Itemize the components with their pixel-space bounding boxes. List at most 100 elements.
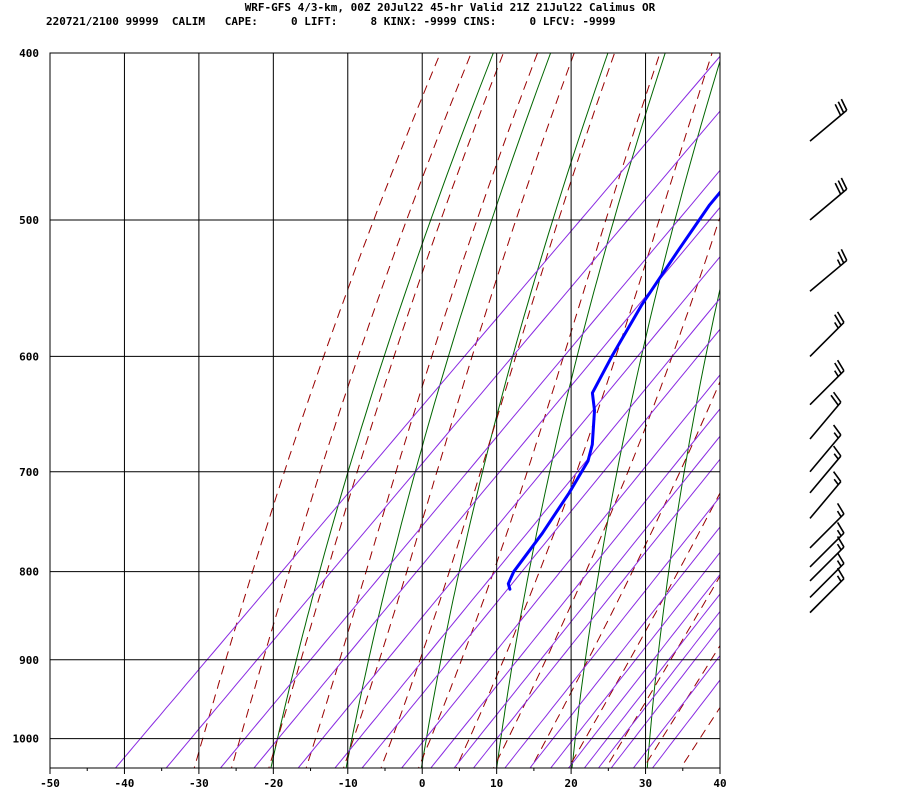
x-tick-labels: -50 -40 -30 -20 -10 0 10 20 30 40 [40,777,727,790]
mixing-ratio-line [165,110,720,768]
moist-adiabat-line [380,53,616,768]
barb-flag [836,311,845,323]
barb-flag [834,182,842,195]
barb-flag [836,522,845,534]
mixing-ratio-line [597,610,720,768]
barb-half-flag [834,370,839,377]
wind-barb [809,424,842,473]
barb-flag [840,98,848,111]
mixing-ratio-line [430,408,720,768]
header-line-2: 220721/2100 99999 CALIM CAPE: 0 LIFT: 8 … [46,15,616,28]
wind-barb [809,98,848,142]
x-tick-label: 30 [639,777,652,790]
wind-barb [809,391,842,440]
barb-staff [809,401,842,440]
mixing-ratio-line [219,169,720,768]
mixing-ratio-line [610,626,720,768]
moist-adiabat-line [455,53,713,768]
dry-adiabat-line [798,15,900,776]
x-tick-label: 0 [419,777,426,790]
barb-half-flag [833,478,839,486]
x-tick-label: 40 [713,777,726,790]
moist-adiabat-line [642,644,720,768]
barb-flag [836,536,845,548]
barb-staff [809,455,842,494]
header-line-1: WRF-GFS 4/3-km, 00Z 20Jul22 45-hr Valid … [244,1,656,14]
barb-half-flag [836,560,842,567]
moist-adiabat-line [305,53,539,768]
wind-barb [809,471,842,519]
wind-barb [809,445,842,494]
barb-staff [809,578,845,614]
mixing-ratio-line [401,374,720,768]
wind-barb [809,177,848,221]
pressure-tick-labels: 400 500 600 700 800 900 1000 [13,47,40,746]
pressure-tick-label: 800 [19,566,39,579]
moist-adiabat-line [342,53,575,768]
plot-border [49,52,721,769]
barb-flag [832,424,842,436]
profile-series [506,133,900,591]
wind-barb [809,248,848,292]
dry-adiabat-line [646,286,720,768]
barb-flag [836,502,845,515]
plot-frame [49,52,721,774]
barb-half-flag [833,432,839,439]
moist-adiabat-line [717,764,720,768]
barb-half-flag [836,510,842,518]
mixing-ratio-line [583,593,720,768]
barb-half-flag [836,259,842,266]
mixing-ratio-line [361,328,720,768]
mixing-ratio-line [567,573,720,768]
barb-half-flag [833,453,839,460]
barb-staff [809,434,842,473]
pressure-tick-label: 1000 [13,733,40,746]
barb-flag [836,567,845,580]
mixing-ratio-line [453,435,720,768]
mixing-ratio-line [334,297,720,768]
barb-half-flag [834,321,839,329]
barb-half-flag [836,575,842,582]
pressure-tick-label: 900 [19,654,39,667]
barb-flag [832,391,842,403]
dry-adiabat-line [571,59,720,768]
pressure-tick-label: 400 [19,47,39,60]
moist-adiabat-line [530,380,720,768]
barb-staff [809,513,845,549]
mixing-ratio-line [114,55,720,768]
profile-line [753,133,900,589]
wind-barb [809,522,845,568]
dry-adiabat-line [873,15,900,776]
pressure-tick-label: 600 [19,350,39,363]
moist-adiabat-line [230,53,472,768]
barb-flag [832,471,842,483]
wind-barb [809,359,845,406]
x-tick-label: 10 [490,777,503,790]
moist-adiabat-line [492,215,720,768]
profile-line [506,190,720,591]
x-tick-label: -10 [338,777,358,790]
barb-half-flag [836,529,842,537]
pressure-tick-label: 500 [19,214,39,227]
barb-flag [836,359,845,372]
barb-flag [840,248,848,261]
mixing-ratio-line [529,526,720,768]
barb-flag [840,177,848,190]
wind-barb [809,567,845,614]
barb-flag [834,314,842,326]
barb-half-flag [836,543,842,551]
wind-barb [809,311,845,357]
x-tick-label: -20 [263,777,283,790]
wind-barbs [809,98,848,614]
moist-adiabat-line [605,575,720,768]
dry-adiabat-line [496,53,666,768]
moist-adiabat-line [567,491,720,768]
grid-lines [49,52,721,768]
pressure-tick-label: 700 [19,466,39,479]
moist-adiabat-line [680,706,720,768]
background-lines [114,15,900,776]
mixing-ratio-line [550,551,720,768]
barb-staff [809,562,845,598]
x-tick-label: -30 [189,777,209,790]
mixing-ratio-line [632,654,720,768]
